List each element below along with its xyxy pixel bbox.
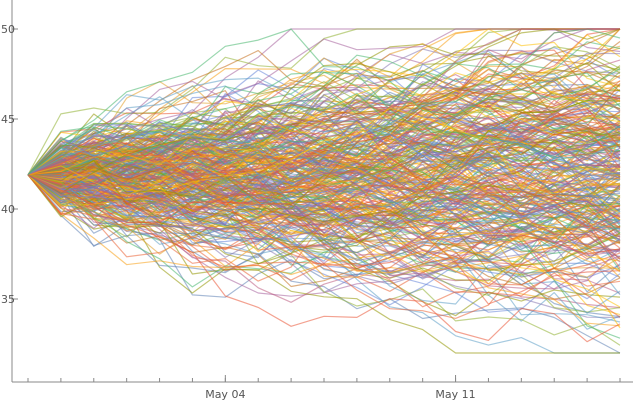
series-line	[27, 28, 621, 176]
x-tick-label: May 11	[435, 388, 475, 401]
series-line	[27, 174, 621, 343]
y-tick-label: 45	[1, 113, 15, 126]
series-line	[27, 148, 621, 187]
series-line	[27, 174, 621, 288]
series-line	[27, 128, 621, 208]
y-tick-label: 50	[1, 23, 15, 36]
series-line	[27, 174, 621, 318]
series-line	[27, 174, 621, 242]
series-line	[27, 144, 621, 245]
series-layer	[27, 28, 621, 354]
x-ticks: May 04 May 11	[205, 375, 476, 401]
series-line	[27, 172, 621, 255]
y-ticks: 35 40 45 50	[1, 23, 18, 306]
series-line	[27, 174, 621, 306]
series-line	[27, 103, 621, 196]
series-line	[27, 107, 621, 222]
series-line	[27, 47, 621, 176]
series-line	[27, 128, 621, 238]
series-line	[27, 120, 621, 185]
series-line	[27, 174, 621, 288]
series-line	[27, 67, 621, 190]
series-line	[27, 130, 621, 198]
series-line	[27, 52, 621, 176]
series-line	[27, 159, 621, 272]
series-line	[27, 174, 621, 290]
series-line	[27, 107, 621, 196]
series-line	[27, 158, 621, 209]
series-line	[27, 157, 621, 257]
series-line	[27, 174, 621, 231]
x-tick-label: May 04	[205, 388, 245, 401]
series-line	[27, 174, 621, 216]
series-line	[27, 81, 621, 198]
series-line	[27, 101, 621, 206]
series-line	[27, 174, 620, 354]
y-tick-label: 40	[1, 203, 15, 216]
x-minor-ticks	[27, 378, 621, 382]
series-line	[27, 174, 621, 308]
series-line	[27, 141, 621, 235]
series-line	[27, 161, 621, 226]
series-line	[27, 28, 621, 176]
series-line	[27, 164, 621, 243]
series-line	[27, 28, 620, 193]
series-line	[27, 74, 621, 176]
series-line	[27, 34, 621, 193]
y-tick-label: 35	[1, 293, 15, 306]
series-line	[27, 80, 621, 177]
series-line	[27, 141, 621, 207]
